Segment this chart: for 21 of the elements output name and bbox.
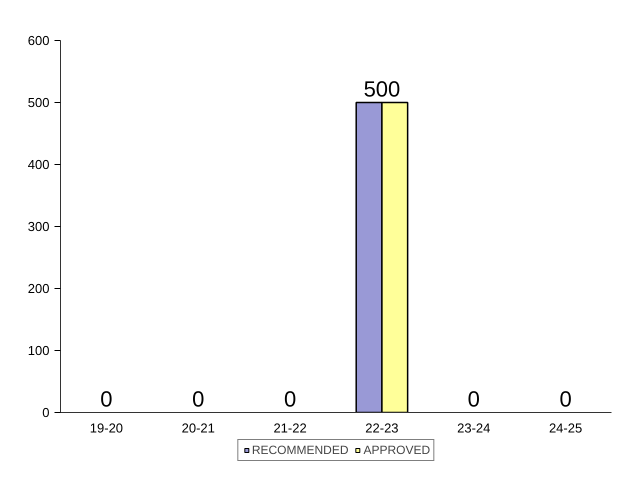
annotation: 0: [192, 386, 204, 412]
x-tick-label: 20-21: [182, 420, 215, 436]
x-tick-label: 22-23: [365, 420, 399, 436]
annotation: 0: [100, 386, 113, 412]
y-tick-label: 300: [28, 219, 50, 234]
y-tick-label: 100: [28, 343, 50, 358]
x-tick-label: 19-20: [90, 420, 124, 436]
y-tick-label: 500: [28, 95, 50, 110]
annotation: 0: [468, 386, 480, 412]
y-tick-label: 400: [28, 157, 50, 172]
legend-label: APPROVED: [363, 443, 430, 457]
x-tick-label: 24-25: [548, 420, 582, 436]
y-tick-label: 600: [28, 33, 50, 48]
annotation: 0: [284, 386, 296, 412]
legend-label: RECOMMENDED: [252, 443, 348, 457]
x-tick-label: 23-24: [457, 420, 490, 436]
annotation: 0: [559, 386, 572, 412]
x-tick-label: 21-22: [273, 420, 307, 436]
y-tick-label: 200: [28, 281, 50, 296]
annotation: 500: [364, 76, 400, 102]
y-tick-label: 0: [42, 405, 50, 420]
